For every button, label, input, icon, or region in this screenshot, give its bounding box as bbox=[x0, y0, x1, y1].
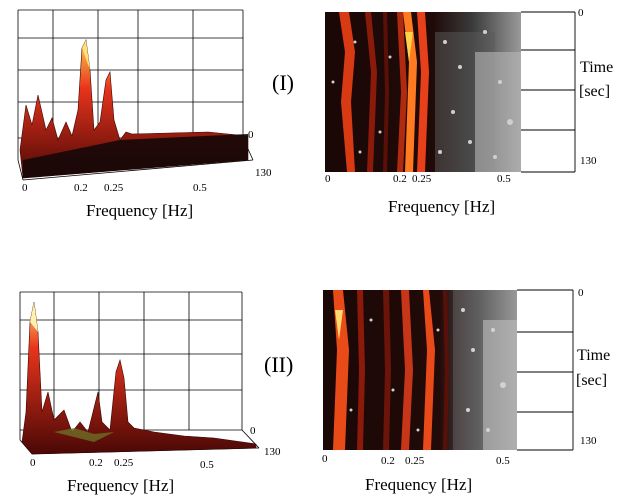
surface-2-xtick-1: 0.2 bbox=[89, 457, 103, 469]
surface-2-xtick-3: 0.5 bbox=[200, 459, 214, 471]
spectrogram-2-ytitle-2: [sec] bbox=[576, 372, 608, 389]
surface-1-depth-tick-1: 130 bbox=[255, 167, 272, 179]
surface-plot-1 bbox=[8, 9, 268, 181]
surface-2-x-title: Frequency [Hz] bbox=[67, 476, 175, 495]
surface-1-peak-highlight bbox=[82, 40, 90, 70]
spectrogram-2-xtick-0: 0 bbox=[322, 453, 328, 465]
surface-plot-2-svg bbox=[19, 291, 260, 455]
spectrogram-2-axis bbox=[517, 289, 574, 451]
surface-2-peak-highlight bbox=[30, 302, 38, 332]
spectrogram-1-ytitle-1: Time bbox=[580, 59, 614, 76]
surface-1-xtick-3: 0.5 bbox=[193, 182, 207, 194]
surface-1-floor bbox=[23, 134, 248, 178]
spectrogram-2-streaks bbox=[333, 290, 449, 450]
surface-2-depth-tick-0: 0 bbox=[250, 425, 256, 437]
spectrogram-2-svg bbox=[323, 289, 574, 451]
surface-1-xtick-2: 0.25 bbox=[104, 182, 124, 194]
surface-1-xtick-1: 0.2 bbox=[74, 182, 88, 194]
panel-label-2: (II) bbox=[264, 352, 294, 377]
spectrogram-1-ytitle-2: [sec] bbox=[579, 83, 611, 100]
spectrogram-1-xtick-0: 0 bbox=[325, 173, 331, 185]
surface-2-floor-tint bbox=[54, 428, 114, 442]
surface-1-x-title: Frequency [Hz] bbox=[86, 201, 194, 220]
spectrogram-1-xtick-3: 0.5 bbox=[497, 173, 511, 185]
spectrogram-1-xtick-1: 0.2 bbox=[393, 173, 407, 185]
surface-plot-1-svg bbox=[17, 9, 254, 181]
spectrogram-1-svg bbox=[325, 11, 576, 173]
spectrogram-1-ytick-1: 130 bbox=[580, 155, 597, 167]
spectrogram-2-ytick-1: 130 bbox=[580, 435, 597, 447]
spectrogram-1-ytick-0: 0 bbox=[578, 7, 584, 19]
spectrogram-2-ytick-0: 0 bbox=[578, 287, 584, 299]
panel-label-1: (I) bbox=[272, 70, 294, 95]
surface-1-depth-tick-0: 0 bbox=[248, 129, 254, 141]
surface-2-peaks bbox=[21, 301, 257, 455]
spectrogram-2-ytitle-1: Time bbox=[577, 347, 611, 364]
spectrogram-2-x-title: Frequency [Hz] bbox=[365, 475, 473, 494]
spectrogram-2 bbox=[323, 289, 574, 451]
spectrogram-1-x-title: Frequency [Hz] bbox=[388, 197, 496, 216]
surface-1-xtick-0: 0 bbox=[22, 182, 28, 194]
spectrogram-1-streaks bbox=[339, 12, 429, 172]
surface-2-xtick-0: 0 bbox=[30, 457, 36, 469]
spectrogram-2-xtick-2: 0.25 bbox=[405, 455, 425, 467]
spectrogram-1-xtick-2: 0.25 bbox=[412, 173, 432, 185]
spectrogram-2-xtick-1: 0.2 bbox=[381, 455, 395, 467]
surface-plot-2 bbox=[14, 291, 264, 457]
spectrogram-1 bbox=[325, 11, 576, 173]
spectrogram-2-noise bbox=[349, 290, 517, 450]
surface-2-depth-tick-1: 130 bbox=[264, 446, 281, 458]
spectrogram-2-xtick-3: 0.5 bbox=[496, 455, 510, 467]
spectrogram-1-axis bbox=[521, 11, 576, 173]
spectrogram-1-noise bbox=[331, 30, 521, 172]
surface-2-xtick-2: 0.25 bbox=[114, 457, 134, 469]
